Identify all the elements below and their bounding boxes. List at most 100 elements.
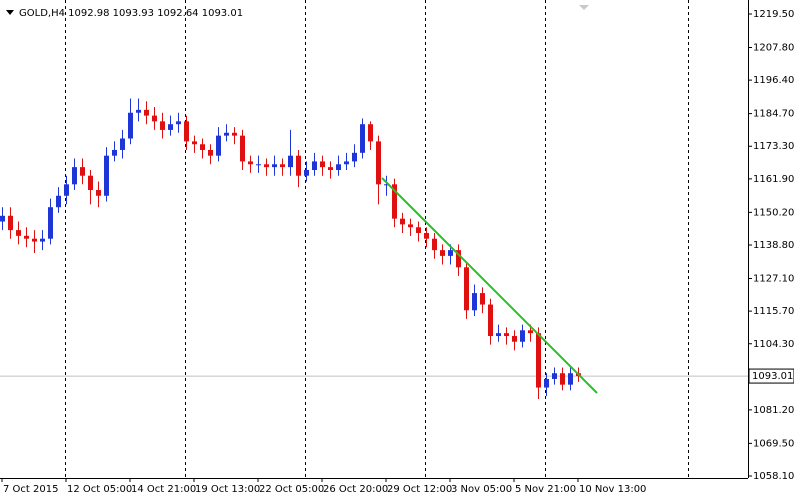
candle-body bbox=[336, 164, 341, 170]
y-tick-label: 1104.30 bbox=[753, 339, 794, 350]
candle-body bbox=[200, 144, 205, 150]
menu-arrow[interactable] bbox=[6, 10, 14, 15]
y-tick-label: 1058.10 bbox=[753, 471, 794, 482]
candle-body bbox=[64, 184, 69, 196]
candle-body bbox=[192, 141, 197, 145]
candle-body bbox=[184, 121, 189, 142]
period-separators bbox=[65, 0, 689, 478]
y-tick-label: 1219.50 bbox=[753, 9, 794, 20]
candle-body bbox=[96, 190, 101, 196]
candle-body bbox=[568, 373, 573, 385]
candle-body bbox=[352, 152, 357, 162]
candle-body bbox=[448, 250, 453, 256]
current-price-box bbox=[748, 368, 794, 384]
y-tick-label: 1081.20 bbox=[753, 405, 794, 416]
y-tick-label: 1184.70 bbox=[753, 109, 794, 120]
candle-body bbox=[24, 235, 29, 239]
candle-body bbox=[496, 333, 501, 337]
x-tick-label: 10 Nov 13:00 bbox=[579, 484, 646, 495]
candle-body bbox=[232, 132, 237, 136]
candle-body bbox=[376, 141, 381, 185]
candle-body bbox=[272, 164, 277, 168]
x-tick-label: 26 Oct 20:00 bbox=[323, 484, 388, 495]
candle-body bbox=[464, 267, 469, 311]
y-tick-label: 1196.40 bbox=[753, 75, 794, 86]
candle-body bbox=[416, 227, 421, 233]
candle-body bbox=[488, 304, 493, 337]
candle-body bbox=[368, 124, 373, 142]
candle-body bbox=[512, 336, 517, 342]
candle-body bbox=[288, 155, 293, 168]
candle-body bbox=[208, 149, 213, 156]
candle-body bbox=[224, 132, 229, 136]
y-tick-label: 1127.10 bbox=[753, 273, 794, 284]
candle-body bbox=[104, 155, 109, 196]
candle-body bbox=[472, 293, 477, 311]
candle-body bbox=[536, 333, 541, 388]
candle-body bbox=[312, 161, 317, 170]
candle-body bbox=[432, 238, 437, 251]
candle-body bbox=[296, 155, 301, 176]
y-tick-label: 1173.30 bbox=[753, 141, 794, 152]
chart-title: GOLD,H4 1092.98 1093.93 1092.64 1093.01 bbox=[19, 8, 243, 19]
candle-body bbox=[384, 184, 389, 186]
x-tick-label: 7 Oct 2015 bbox=[3, 484, 58, 495]
candle-body bbox=[400, 218, 405, 225]
x-tick-label: 22 Oct 05:00 bbox=[259, 484, 324, 495]
candle-body bbox=[40, 238, 45, 242]
y-tick-label: 1207.80 bbox=[753, 42, 794, 53]
candle-body bbox=[88, 175, 93, 191]
candle-body bbox=[136, 109, 141, 113]
plot bbox=[0, 98, 748, 399]
candle-body bbox=[456, 250, 461, 268]
candle-body bbox=[360, 124, 365, 153]
candle-body bbox=[528, 330, 533, 334]
y-tick-label: 1138.80 bbox=[753, 240, 794, 251]
candle-body bbox=[8, 215, 13, 231]
candle-body bbox=[240, 135, 245, 162]
candle-body bbox=[248, 161, 253, 165]
candle-body bbox=[344, 161, 349, 165]
candle-body bbox=[56, 195, 61, 208]
candle-body bbox=[480, 293, 485, 305]
candle-body bbox=[560, 373, 565, 385]
y-tick-label: 1161.90 bbox=[753, 174, 794, 185]
candle-body bbox=[72, 167, 77, 185]
candle-body bbox=[328, 167, 333, 170]
candle-body bbox=[0, 215, 5, 222]
y-tick-label: 1115.70 bbox=[753, 306, 794, 317]
shift-marker bbox=[579, 5, 589, 10]
candle-body bbox=[520, 330, 525, 342]
candle-body bbox=[552, 373, 557, 379]
candle-body bbox=[280, 164, 285, 168]
trend-line bbox=[381, 177, 598, 394]
current-price-label: 1093.01 bbox=[752, 371, 793, 382]
candle-body bbox=[48, 207, 53, 239]
y-tick-label: 1069.50 bbox=[753, 438, 794, 449]
candle-body bbox=[152, 115, 157, 122]
candle-body bbox=[304, 169, 309, 176]
x-tick-label: 14 Oct 21:00 bbox=[131, 484, 196, 495]
candle-body bbox=[544, 378, 549, 388]
x-tick-label: 3 Nov 05:00 bbox=[451, 484, 512, 495]
candle-body bbox=[392, 184, 397, 219]
x-tick-label: 5 Nov 21:00 bbox=[515, 484, 576, 495]
candle-body bbox=[168, 124, 173, 130]
candle-body bbox=[408, 224, 413, 228]
candle-body bbox=[176, 121, 181, 125]
candle-body bbox=[440, 250, 445, 256]
candle-body bbox=[216, 135, 221, 156]
x-tick-label: 19 Oct 13:00 bbox=[195, 484, 260, 495]
candle-body bbox=[144, 109, 149, 116]
candle-body bbox=[128, 112, 133, 139]
candle-body bbox=[32, 238, 37, 242]
candle-body bbox=[504, 333, 509, 337]
candle-body bbox=[80, 167, 85, 176]
candle-body bbox=[424, 232, 429, 239]
candle-body bbox=[160, 121, 165, 130]
x-tick-label: 12 Oct 05:00 bbox=[67, 484, 132, 495]
candle-body bbox=[120, 138, 125, 150]
